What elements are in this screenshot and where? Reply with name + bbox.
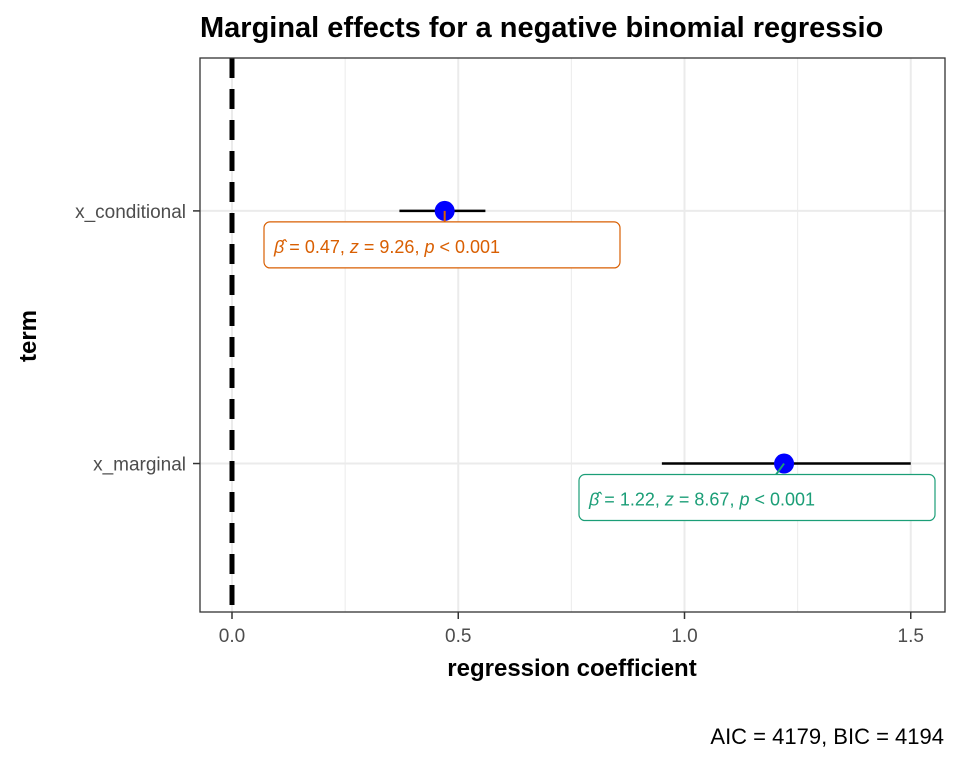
label-p-symbol: p xyxy=(423,237,434,257)
label-beta: β̂ xyxy=(588,490,602,510)
label-box xyxy=(578,473,936,522)
label-z-value: 8.67 xyxy=(694,490,729,510)
label-x_marginal: β̂ = 1.22, z = 8.67, p < 0.001 xyxy=(578,473,936,522)
label-connector-x_marginal xyxy=(775,462,785,476)
chart-title: Marginal effects for a negative binomial… xyxy=(200,12,883,44)
label-sep: , xyxy=(655,490,665,510)
label-z-symbol: z xyxy=(349,237,359,257)
label-p-symbol: p xyxy=(738,490,749,510)
caption: AIC = 4179, BIC = 4194 xyxy=(710,724,944,749)
label-eq: = xyxy=(359,237,380,257)
y-tick-label: x_conditional xyxy=(75,202,186,223)
label-lt: < xyxy=(434,237,455,257)
label-sep: , xyxy=(340,237,350,257)
label-lt: < xyxy=(749,490,770,510)
label-estimate: 1.22 xyxy=(620,490,655,510)
label-p-value: 0.001 xyxy=(455,237,500,257)
label-estimate: 0.47 xyxy=(305,237,340,257)
label-text: β̂ = 0.47, z = 9.26, p < 0.001 xyxy=(273,237,500,257)
label-sep: , xyxy=(729,490,739,510)
label-box xyxy=(263,221,621,269)
label-x_conditional: β̂ = 0.47, z = 9.26, p < 0.001 xyxy=(263,221,621,269)
x-tick-label: 1.5 xyxy=(898,626,924,647)
x-tick-label: 0.5 xyxy=(445,626,471,647)
x-tick-label: 0.0 xyxy=(219,626,245,647)
panel-frame xyxy=(199,57,946,613)
label-eq: = xyxy=(599,490,620,510)
label-z-symbol: z xyxy=(664,490,674,510)
x-axis: 0.0 0.5 1.0 1.5 xyxy=(219,612,924,647)
label-text: β̂ = 1.22, z = 8.67, p < 0.001 xyxy=(588,490,815,510)
x-axis-title: regression coefficient xyxy=(447,655,696,682)
label-beta: β̂ xyxy=(273,237,287,257)
plot-panel xyxy=(200,58,945,612)
label-p-value: 0.001 xyxy=(770,490,815,510)
y-axis-title: term xyxy=(15,310,42,362)
label-sep: , xyxy=(414,237,424,257)
label-z-value: 9.26 xyxy=(379,237,414,257)
panel-border xyxy=(199,57,946,613)
label-eq: = xyxy=(674,490,695,510)
plot-background xyxy=(200,58,945,612)
x-tick-label: 1.0 xyxy=(671,626,697,647)
label-eq: = xyxy=(284,237,305,257)
y-axis: x_conditional x_marginal xyxy=(75,202,200,476)
y-tick-label: x_marginal xyxy=(93,455,186,476)
